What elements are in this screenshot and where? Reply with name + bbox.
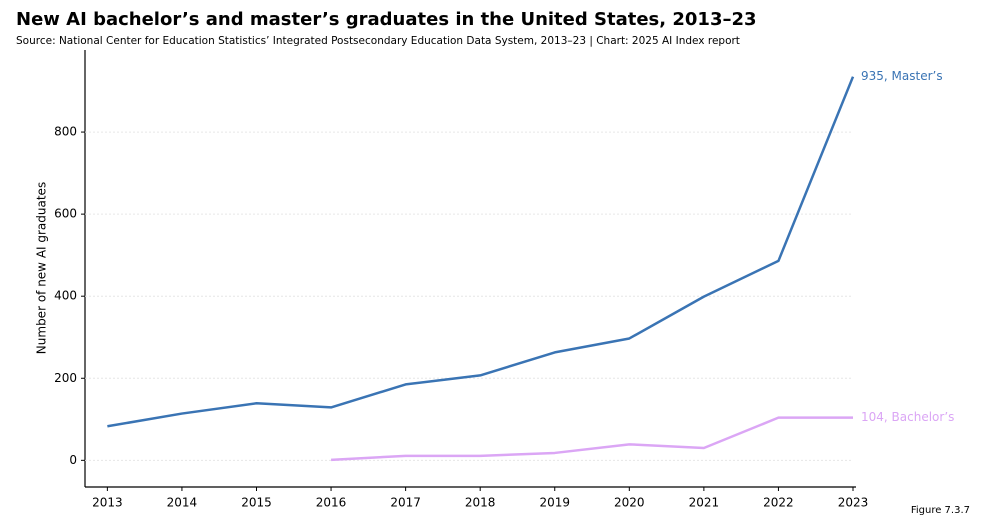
series-line [107, 76, 855, 428]
x-tick-label: 2022 [763, 496, 794, 510]
y-tick-label: 0 [69, 453, 77, 467]
x-tick-label: 2019 [539, 496, 570, 510]
y-axis-label: Number of new AI graduates [35, 182, 49, 354]
end-label: 104, Bachelor’s [861, 410, 954, 424]
x-tick-label: 2016 [316, 496, 347, 510]
end-label: 935, Master’s [861, 69, 943, 83]
y-tick-label: 800 [54, 125, 77, 139]
x-tick-label: 2014 [167, 496, 198, 510]
figure-label: Figure 7.3.7 [911, 505, 970, 516]
y-tick-label: 400 [54, 289, 77, 303]
series-line [330, 416, 853, 462]
x-tick-label: 2020 [614, 496, 645, 510]
x-tick-label: 2017 [390, 496, 421, 510]
x-tick-label: 2021 [689, 496, 720, 510]
x-tick-label: 2015 [241, 496, 272, 510]
x-tick-label: 2023 [838, 496, 869, 510]
x-tick-label: 2018 [465, 496, 496, 510]
chart-subtitle: Source: National Center for Education St… [16, 35, 740, 47]
chart-title: New AI bachelor’s and master’s graduates… [16, 9, 757, 30]
y-tick-label: 200 [54, 371, 77, 385]
x-tick-label: 2013 [92, 496, 123, 510]
y-tick-label: 600 [54, 207, 77, 221]
